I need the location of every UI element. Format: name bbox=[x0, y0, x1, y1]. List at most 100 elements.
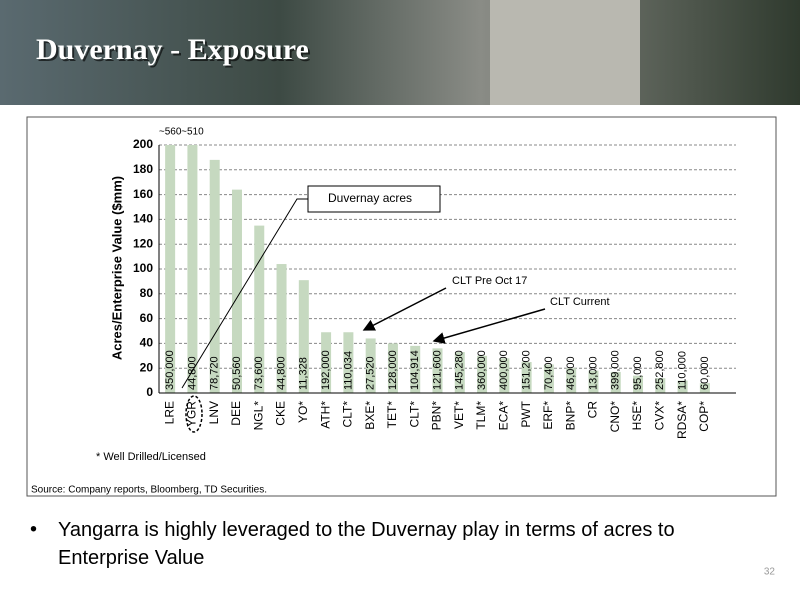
footnote: * Well Drilled/Licensed bbox=[96, 451, 206, 463]
annotation-arrow bbox=[432, 308, 546, 344]
bar bbox=[566, 368, 577, 393]
bar bbox=[365, 338, 376, 393]
bar-label: 192,000 bbox=[320, 350, 332, 390]
x-tick-label: TET* bbox=[385, 401, 399, 429]
bar-label: 104,914 bbox=[409, 350, 421, 390]
annotation: CLT Current bbox=[550, 296, 610, 308]
x-tick-label: VET* bbox=[452, 401, 466, 429]
y-tick-label: 180 bbox=[133, 162, 153, 176]
bar bbox=[610, 371, 621, 393]
bar-label: 11,328 bbox=[298, 357, 310, 390]
y-axis-label: Acres/Enterprise Value ($mm) bbox=[109, 176, 124, 360]
bar-label: 399,000 bbox=[610, 350, 622, 390]
annotation-line bbox=[181, 198, 308, 389]
highlight-ellipse bbox=[185, 395, 203, 433]
bar-label: 400,000 bbox=[498, 350, 510, 390]
bar-label: 44,800 bbox=[275, 356, 287, 390]
bar bbox=[187, 145, 198, 393]
bar bbox=[655, 378, 666, 393]
x-tick-label: TLM* bbox=[474, 401, 488, 430]
chart: 0 20 40 60 80 100 120 140 160 180 200 LRE ~560 350,00… bbox=[133, 127, 736, 439]
annotation-arrow bbox=[362, 287, 447, 331]
bar bbox=[633, 375, 644, 393]
x-tick-label: PWT bbox=[519, 400, 533, 427]
annotation: CLT Pre Oct 17 bbox=[452, 275, 527, 287]
y-tick-label: 200 bbox=[133, 137, 153, 151]
value-label: ~560 bbox=[159, 127, 182, 138]
value-label: ~510 bbox=[181, 127, 204, 138]
bar bbox=[521, 362, 532, 393]
bar-label: 110,034 bbox=[342, 351, 354, 390]
x-tick-label: YO* bbox=[296, 401, 310, 423]
bar bbox=[343, 332, 354, 393]
x-tick-label: ERF* bbox=[541, 401, 555, 430]
bar-label: 46,000 bbox=[565, 356, 577, 390]
bar bbox=[231, 189, 242, 393]
bar-label: 252,800 bbox=[654, 350, 666, 390]
bar-label: 13,000 bbox=[587, 356, 599, 390]
bar bbox=[477, 355, 488, 393]
bar bbox=[677, 380, 688, 393]
bullet-wrap: Yangarra is highly leveraged to the Duve… bbox=[58, 519, 675, 569]
bar-label: 60,000 bbox=[699, 356, 711, 390]
header-shed bbox=[490, 0, 640, 105]
bar bbox=[588, 370, 599, 393]
x-tick-label: CVX* bbox=[652, 401, 666, 431]
bar-label: 360,000 bbox=[476, 350, 488, 390]
slide-title: Duvernay - Exposure bbox=[36, 33, 309, 66]
bar bbox=[499, 358, 510, 393]
bar bbox=[209, 159, 220, 393]
page-number: 32 bbox=[764, 567, 776, 578]
title-shadow: Duvernay - Exposure bbox=[38, 35, 311, 68]
bar-label: 350,000 bbox=[164, 350, 176, 390]
bar-label: 110,000 bbox=[676, 351, 688, 390]
source: Source: Company reports, Bloomberg, TD S… bbox=[31, 485, 267, 496]
bullet-text: Yangarra is highly leveraged to the Duve… bbox=[58, 519, 675, 569]
bar bbox=[543, 364, 554, 393]
bar-label: 151,200 bbox=[521, 350, 533, 390]
bar-label: 95,000 bbox=[632, 356, 644, 390]
x-tick-label: RDSA* bbox=[675, 401, 689, 439]
bar-label: 50,560 bbox=[231, 356, 243, 390]
bar bbox=[432, 348, 443, 393]
bar bbox=[410, 345, 421, 393]
y-tick-label: 100 bbox=[133, 261, 153, 275]
bar bbox=[387, 343, 398, 393]
bar bbox=[454, 352, 465, 393]
x-tick-label: LRE bbox=[162, 401, 176, 424]
x-tick-label: CNO* bbox=[608, 401, 622, 433]
bar bbox=[254, 225, 265, 393]
bar-label: 128,000 bbox=[387, 350, 399, 390]
bar bbox=[699, 383, 710, 393]
x-tick-label: CLT* bbox=[341, 401, 355, 428]
x-tick-label: DEE bbox=[229, 401, 243, 426]
y-tick-label: 20 bbox=[140, 360, 154, 374]
x-tick-label: CR bbox=[586, 401, 600, 419]
bar-label: 145,280 bbox=[454, 350, 466, 390]
bar-label: 70,400 bbox=[543, 356, 555, 390]
y-tick-label: 160 bbox=[133, 187, 153, 201]
bar-label: 44,800 bbox=[186, 356, 198, 390]
x-tick-label: NGL* bbox=[251, 401, 265, 431]
x-tick-label: CKE bbox=[274, 401, 288, 426]
bar-label: 27,520 bbox=[365, 356, 377, 390]
bar bbox=[321, 332, 332, 393]
x-tick-label: BNP* bbox=[563, 401, 577, 431]
y-tick-label: 140 bbox=[133, 212, 153, 226]
y-tick-label: 80 bbox=[140, 286, 154, 300]
bars bbox=[165, 145, 710, 393]
x-tick-label: LNV bbox=[207, 401, 221, 424]
bar bbox=[276, 264, 287, 393]
y-tick-label: 60 bbox=[140, 311, 154, 325]
bar-label: 73,600 bbox=[253, 356, 265, 390]
annotation-box bbox=[307, 185, 441, 213]
y-tick-label: 120 bbox=[133, 236, 153, 250]
x-tick-label: COP* bbox=[697, 401, 711, 432]
bullet-mark: • bbox=[30, 518, 37, 540]
x-tick-label: ATH* bbox=[318, 401, 332, 429]
bar-label: 121,600 bbox=[431, 350, 443, 390]
x-tick-label: YGR bbox=[185, 401, 199, 427]
x-tick-label: BXE* bbox=[363, 401, 377, 430]
